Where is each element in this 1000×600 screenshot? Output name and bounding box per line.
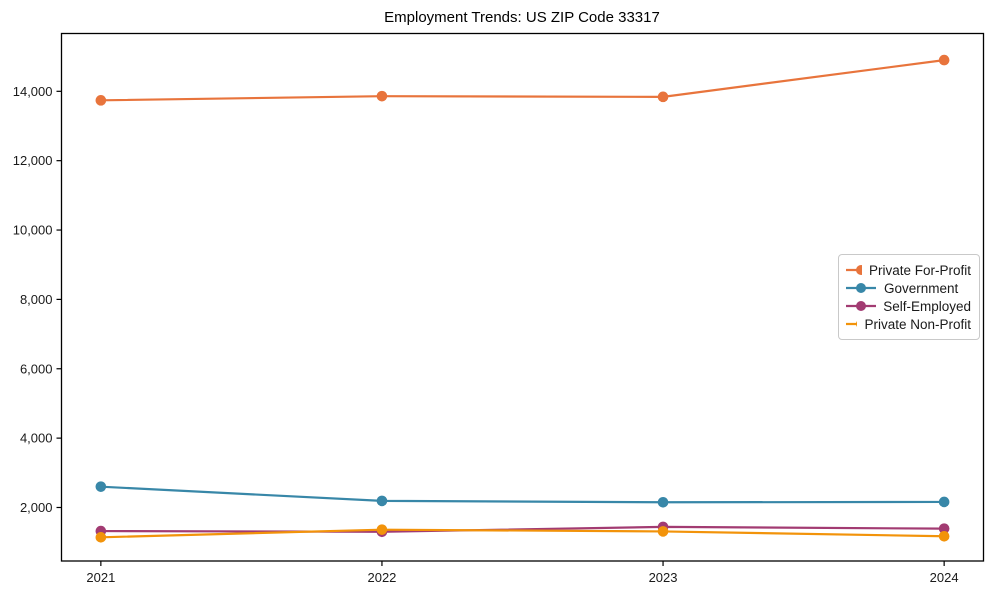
x-tick-label: 2022 [367,570,396,585]
y-tick-label: 2,000 [20,500,53,515]
y-tick-label: 6,000 [20,361,53,376]
data-point-private-non-profit-2022 [376,524,388,535]
data-point-government-2021 [95,481,107,492]
data-point-private-for-profit-2021 [95,95,107,106]
data-point-government-2024 [938,496,950,508]
data-point-self-employed-2024 [938,523,950,534]
series-line-private-non-profit [99,528,946,539]
legend-label: Private Non-Profit [864,316,971,332]
x-tick-label: 2023 [649,570,678,585]
legend-marker-icon [846,283,876,293]
series-line-government [99,485,946,504]
plot-border [60,32,985,562]
legend-item-self-employed: Self-Employed [845,297,971,315]
y-tick-label: 10,000 [13,223,53,238]
series-line-self-employed [99,525,946,533]
y-tick-label: 12,000 [13,153,53,168]
data-point-private-non-profit-2024 [938,530,950,542]
legend-item-private-for-profit: Private For-Profit [845,261,971,279]
legend-item-government: Government [845,279,971,297]
legend-marker-icon [846,320,858,328]
legend-label: Private For-Profit [868,262,971,278]
chart-title: Employment Trends: US ZIP Code 33317 [384,9,660,26]
data-point-private-for-profit-2023 [657,91,669,103]
chart-legend: Private For-Profit Government Self-Employe… [838,254,980,340]
data-point-private-for-profit-2022 [376,90,388,102]
x-tick-label: 2024 [930,570,959,585]
y-tick-label: 4,000 [20,431,53,446]
x-tick-label: 2021 [86,570,115,585]
legend-marker-icon [846,301,876,311]
legend-marker-icon [846,265,862,275]
y-tick-label: 14,000 [13,84,53,99]
series-line-private-for-profit [99,59,946,102]
data-point-private-for-profit-2024 [938,54,950,66]
y-tick-label: 8,000 [20,292,53,307]
legend-label: Self-Employed [883,298,971,314]
legend-label: Government [884,280,959,296]
legend-item-private-non-profit: Private Non-Profit [845,315,971,333]
data-point-private-non-profit-2023 [657,526,669,537]
data-point-private-non-profit-2021 [95,532,107,543]
data-point-government-2023 [657,496,669,508]
data-point-government-2022 [376,495,388,507]
